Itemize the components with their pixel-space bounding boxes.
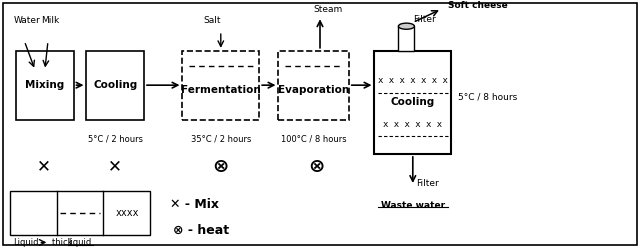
Text: ⊗: ⊗ xyxy=(212,157,229,176)
Text: 100°C / 8 hours: 100°C / 8 hours xyxy=(281,134,346,143)
Text: Steam: Steam xyxy=(314,5,343,14)
Text: Cooling: Cooling xyxy=(390,97,435,107)
Text: Filter: Filter xyxy=(413,15,436,24)
Text: Salt: Salt xyxy=(204,16,221,25)
Text: ✕: ✕ xyxy=(108,157,122,175)
Bar xyxy=(398,26,415,51)
Text: Milk: Milk xyxy=(42,16,60,25)
Bar xyxy=(374,51,451,154)
Bar xyxy=(278,51,349,120)
Text: x x x x x x x: x x x x x x x xyxy=(378,76,448,85)
Bar xyxy=(182,51,259,120)
Bar xyxy=(10,191,150,235)
Text: Mixing: Mixing xyxy=(25,80,65,90)
Text: thick: thick xyxy=(52,238,76,247)
Text: Fermentation: Fermentation xyxy=(181,85,260,95)
Text: Liquid: Liquid xyxy=(13,238,38,247)
Text: Evaporation: Evaporation xyxy=(278,85,349,95)
Text: ✕ - Mix: ✕ - Mix xyxy=(170,198,219,211)
Text: ⊗ - heat: ⊗ - heat xyxy=(173,224,229,237)
Bar xyxy=(16,51,74,120)
Text: 5°C / 2 hours: 5°C / 2 hours xyxy=(88,134,143,143)
Text: Cooling: Cooling xyxy=(93,80,138,90)
Text: x x x x x x: x x x x x x xyxy=(383,120,442,129)
Ellipse shape xyxy=(398,23,415,29)
Text: liquid: liquid xyxy=(68,238,92,247)
Text: Filter: Filter xyxy=(416,179,439,187)
Text: 35°C / 2 hours: 35°C / 2 hours xyxy=(191,134,251,143)
Text: ✕: ✕ xyxy=(36,157,51,175)
Text: Waste water: Waste water xyxy=(381,201,445,210)
Text: 5°C / 8 hours: 5°C / 8 hours xyxy=(458,93,517,102)
Text: Water: Water xyxy=(14,16,41,25)
Text: Soft cheese: Soft cheese xyxy=(448,1,508,10)
Bar xyxy=(86,51,144,120)
Text: xxxx: xxxx xyxy=(115,208,139,218)
Text: ⊗: ⊗ xyxy=(308,157,325,176)
